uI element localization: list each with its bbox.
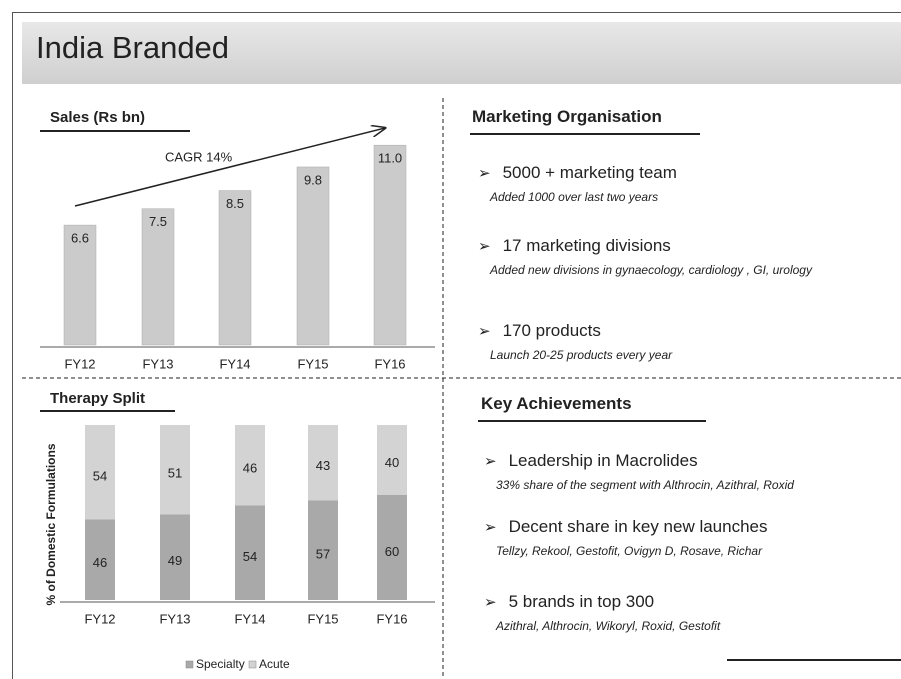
bar xyxy=(296,166,330,346)
x-tick-label: FY15 xyxy=(307,611,338,626)
bar-segment xyxy=(235,425,265,506)
bullet: Leadership in Macrolides 33% share of the… xyxy=(484,451,901,494)
bullet-detail: Added 1000 over last two years xyxy=(490,190,659,204)
legend-swatch xyxy=(185,660,194,669)
x-tick-label: FY15 xyxy=(297,356,328,371)
bar xyxy=(218,190,252,346)
bullet-detail: 33% share of the segment with Althrocin,… xyxy=(496,478,794,492)
cagr-arrow xyxy=(74,128,385,207)
bar-segment xyxy=(235,505,265,600)
bar-segment xyxy=(377,495,407,600)
data-label: 11.0 xyxy=(378,151,402,166)
section-title: Marketing Organisation xyxy=(472,107,662,126)
bar-segment xyxy=(308,500,338,600)
data-label: 46 xyxy=(243,461,257,476)
x-tick-label: FY13 xyxy=(142,356,173,371)
x-tick-label: FY14 xyxy=(219,356,250,371)
data-label: 57 xyxy=(316,547,330,562)
data-label: 46 xyxy=(93,555,107,570)
bullet-detail: Azithral, Althrocin, Wikoryl, Roxid, Ges… xyxy=(496,619,721,633)
chart-title: Therapy Split xyxy=(50,390,145,407)
bar-segment xyxy=(377,425,407,495)
title-bar xyxy=(22,22,901,84)
legend-label: Specialty xyxy=(196,657,245,671)
bar-segment xyxy=(85,519,115,600)
data-label: 7.5 xyxy=(149,214,167,229)
x-tick-label: FY14 xyxy=(234,611,265,626)
data-label: 8.5 xyxy=(226,196,244,211)
bullet-detail: Tellzy, Rekool, Gestofit, Ovigyn D, Rosa… xyxy=(496,544,763,558)
y-axis-label: % of Domestic Formulations xyxy=(44,443,58,605)
bullet-detail: Launch 20-25 products every year xyxy=(490,348,673,362)
bar-segment xyxy=(308,425,338,501)
data-label: 43 xyxy=(316,458,330,473)
legend-label: Acute xyxy=(259,657,290,671)
bullet: 5 brands in top 300 Azithral, Althrocin, … xyxy=(484,592,884,635)
data-label: 6.6 xyxy=(71,231,89,246)
data-label: 40 xyxy=(385,455,399,470)
data-label: 49 xyxy=(168,553,182,568)
data-label: 54 xyxy=(243,549,257,564)
annotation: CAGR 14% xyxy=(165,149,233,164)
slide-title: India Branded xyxy=(36,30,230,65)
x-tick-label: FY16 xyxy=(374,356,405,371)
section-title: Key Achievements xyxy=(481,394,632,413)
data-label: 51 xyxy=(168,466,182,481)
slide-frame xyxy=(12,12,901,679)
x-tick-label: FY12 xyxy=(84,611,115,626)
x-tick-label: FY16 xyxy=(376,611,407,626)
bar-segment xyxy=(160,425,190,515)
bullet-heading: Decent share in key new launches xyxy=(484,517,884,537)
bullet-heading: 17 marketing divisions xyxy=(478,236,878,256)
data-label: 54 xyxy=(93,468,107,483)
bullet-heading: 5 brands in top 300 xyxy=(484,592,884,612)
chart-title: Sales (Rs bn) xyxy=(50,109,145,126)
x-tick-label: FY12 xyxy=(64,356,95,371)
bar xyxy=(63,224,97,346)
data-label: 60 xyxy=(385,544,399,559)
bullet-detail: Added new divisions in gynaecology, card… xyxy=(490,263,812,277)
bullet-heading: 170 products xyxy=(478,321,878,341)
bullet: 5000 + marketing team Added 1000 over las… xyxy=(478,163,878,206)
bar xyxy=(141,208,175,346)
data-label: 9.8 xyxy=(304,172,322,187)
bullet-heading: 5000 + marketing team xyxy=(478,163,878,183)
bullet-heading: Leadership in Macrolides xyxy=(484,451,901,471)
bar-segment xyxy=(160,514,190,600)
bar-segment xyxy=(85,425,115,520)
bullet: 17 marketing divisions Added new division… xyxy=(478,236,878,279)
bullet: 170 products Launch 20-25 products every … xyxy=(478,321,878,364)
legend-swatch xyxy=(248,660,257,669)
bullet: Decent share in key new launches Tellzy, … xyxy=(484,517,884,560)
bar xyxy=(373,144,407,346)
x-tick-label: FY13 xyxy=(159,611,190,626)
